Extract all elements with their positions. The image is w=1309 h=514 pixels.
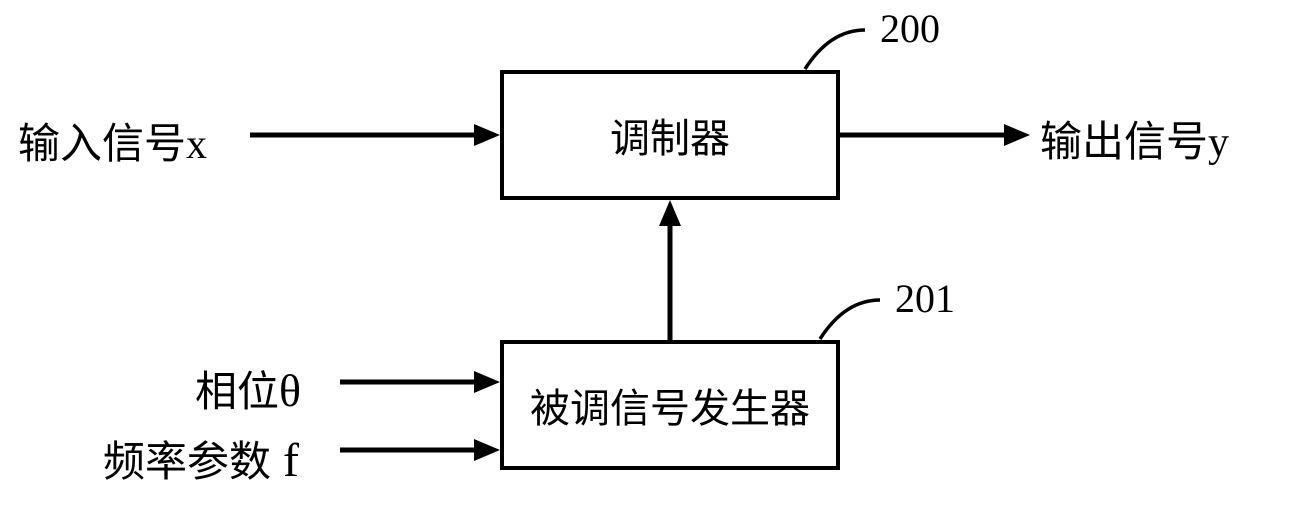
curve-200 (805, 30, 865, 69)
ref-curve-group (805, 30, 880, 339)
mod-to-output-head (1004, 124, 1030, 146)
arrow-group (250, 124, 1030, 461)
freq-to-gen-head (474, 439, 500, 461)
phase-to-gen-head (474, 371, 500, 393)
gen-to-mod-head (659, 200, 681, 226)
input-to-mod-head (474, 124, 500, 146)
diagram-connectors (0, 0, 1309, 514)
curve-201 (820, 300, 880, 339)
